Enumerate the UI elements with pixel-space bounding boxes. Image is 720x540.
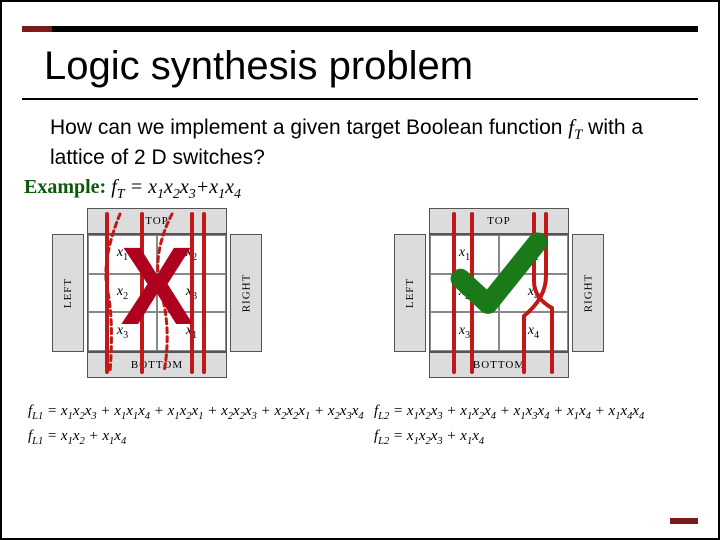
question-pre: How can we implement a given target Bool… [50,116,568,139]
eq-row: fL2 = x1x2x3 + x1x4 [374,425,644,450]
top-accent-bar [22,26,698,32]
example-line: Example: fT = x1x2x3+x1x4 [24,176,241,203]
lattice-cell: x3 [88,312,157,351]
lattice-right: TOP BOTTOM LEFT RIGHT x1x1x2x4x3x4 [394,208,604,378]
grid-left: x1x2x2x3x3x1 [87,234,227,352]
eq-rhs: x1x2x3 + x1x1x4 + x1x2x1 + x2x2x3 + x2x2… [61,403,364,419]
slide-title: Logic synthesis problem [44,44,473,89]
lattice-cell: x1 [157,312,226,351]
lattice-left-body: TOP BOTTOM LEFT RIGHT x1x2x2x3x3x1 X [52,208,262,378]
eq-rhs: x1x2x3 + x1x4 [407,428,484,444]
eq-rhs: x1x2x3 + x1x2x4 + x1x3x4 + x1x4 + x1x4x4 [407,403,644,419]
example-label: Example: [24,176,106,198]
lattice-cell: x1 [88,235,157,274]
eq-row: fL1 = x1x2x3 + x1x1x4 + x1x2x1 + x2x2x3 … [28,400,364,425]
eq-lhs: fL1 = [28,428,61,444]
lattice-cell: x2 [88,274,157,313]
plate-right: RIGHT [230,234,262,352]
title-underline [22,98,698,100]
plate-bottom: BOTTOM [429,352,569,378]
eq-rhs: x1x2 + x1x4 [61,428,126,444]
example-f-sub: T [117,187,125,202]
question-text: How can we implement a given target Bool… [50,114,678,171]
lattice-cell: x1 [499,235,568,274]
plate-left: LEFT [394,234,426,352]
lattice-cell: x2 [430,274,499,313]
lattice-cell: x2 [157,235,226,274]
lattice-cell: x4 [499,312,568,351]
grid-right: x1x1x2x4x3x4 [429,234,569,352]
eq-row: fL1 = x1x2 + x1x4 [28,425,364,450]
plate-top: TOP [87,208,227,234]
lattice-right-body: TOP BOTTOM LEFT RIGHT x1x1x2x4x3x4 [394,208,604,378]
lattice-cell: x4 [499,274,568,313]
bottom-accent-bar [670,518,698,524]
plate-top: TOP [429,208,569,234]
equations-left: fL1 = x1x2x3 + x1x1x4 + x1x2x1 + x2x2x3 … [28,400,364,450]
eq-lhs: fL2 = [374,403,407,419]
plate-left: LEFT [52,234,84,352]
eq-row: fL2 = x1x2x3 + x1x2x4 + x1x3x4 + x1x4 + … [374,400,644,425]
eq-lhs: fL1 = [28,403,61,419]
slide: Logic synthesis problem How can we imple… [0,0,720,540]
plate-right: RIGHT [572,234,604,352]
lattice-cell: x1 [430,235,499,274]
lattice-cell: x3 [430,312,499,351]
example-rhs: x1x2x3+x1x4 [148,176,241,198]
plate-bottom: BOTTOM [87,352,227,378]
eq-lhs: fL2 = [374,428,407,444]
equations-right: fL2 = x1x2x3 + x1x2x4 + x1x3x4 + x1x4 + … [374,400,644,450]
lattice-left: TOP BOTTOM LEFT RIGHT x1x2x2x3x3x1 X [52,208,262,378]
example-formula: fT = x1x2x3+x1x4 [111,176,241,198]
lattice-cell: x3 [157,274,226,313]
